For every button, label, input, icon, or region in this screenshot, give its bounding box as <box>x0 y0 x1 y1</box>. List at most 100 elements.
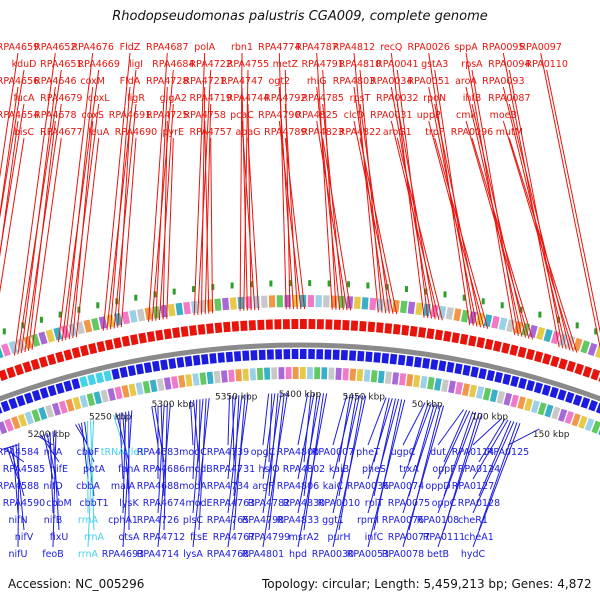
gene-label: cheA1 <box>464 532 494 543</box>
cog-reverse-block <box>591 420 600 434</box>
forward-cds-arrow <box>434 329 444 341</box>
cog-forward-block <box>445 307 454 320</box>
gene-label: modB <box>185 464 213 475</box>
gene-label: RPA0078 <box>382 549 424 560</box>
forward-cds-arrow <box>476 337 486 349</box>
gene-leader-line <box>157 404 165 514</box>
gene-leader-line <box>284 137 306 310</box>
cog-forward-block <box>323 295 330 308</box>
gene-label: cbbT1 <box>79 498 108 509</box>
cog-forward-block <box>400 300 408 314</box>
gc-marker <box>424 288 428 295</box>
reverse-cds-arrow <box>103 370 112 382</box>
cog-forward-block <box>338 295 346 309</box>
reverse-cds-arrow <box>55 382 65 394</box>
cog-reverse-block <box>135 382 144 395</box>
gene-label: leuA <box>88 127 110 138</box>
gene-leader-line <box>243 69 249 311</box>
forward-cds-arrow <box>590 368 600 381</box>
gene-label: RPA4693 <box>102 549 144 560</box>
gc-marker <box>443 291 447 298</box>
gene-label: kaiC <box>323 481 344 492</box>
gene-label: RPA4830 <box>283 498 325 509</box>
cog-reverse-block <box>370 370 378 383</box>
forward-cds-arrow <box>71 347 81 359</box>
reverse-cds-arrow <box>275 349 282 360</box>
cog-forward-block <box>53 327 63 341</box>
gene-leader-line <box>297 393 321 514</box>
gene-leader-line <box>471 137 534 340</box>
cog-forward-block <box>175 302 184 316</box>
cog-forward-block <box>23 336 33 350</box>
cog-reverse-block <box>178 375 186 388</box>
reverse-gene-labels: RPA4584 RPA4585 RPA4588 RPA4590 nifN nifV nifU… <box>0 447 529 560</box>
tick-label: 5400 kbp <box>279 390 322 400</box>
cog-reverse-block <box>278 367 285 380</box>
gene-label: hydC <box>461 549 486 560</box>
cog-reverse-block <box>163 377 172 390</box>
reverse-cds-arrow <box>39 387 49 399</box>
gene-label: RPA0077 <box>388 532 430 543</box>
gene-label: RPA4584 <box>0 447 39 458</box>
forward-cds-arrow <box>63 349 73 361</box>
gene-label: RPA4782 <box>248 498 290 509</box>
gene-leader-line <box>12 445 19 514</box>
cog-reverse-block <box>363 369 371 382</box>
gene-leader-line <box>402 405 445 548</box>
gene-leader-line <box>367 398 393 480</box>
gene-label: hslO <box>258 464 279 475</box>
gene-leader-line <box>390 120 440 320</box>
gene-label: RPA4768 <box>207 549 249 560</box>
gene-label: fahA <box>118 464 140 475</box>
reverse-cds-arrow <box>462 364 471 376</box>
gene-leader-line <box>508 137 578 353</box>
cog-reverse-block <box>314 367 321 380</box>
gene-label: RPA4799 <box>248 532 290 543</box>
gene-label: kduD <box>12 59 37 70</box>
forward-cds-arrow <box>308 319 316 330</box>
gene-label: RPA0124 <box>458 464 500 475</box>
cog-reverse-block <box>427 376 435 390</box>
reverse-cds-arrow <box>79 376 89 388</box>
gene-label: RPA4654 <box>0 110 39 121</box>
gene-leader-line <box>367 398 400 514</box>
gene-leader-line <box>367 399 406 548</box>
gene-label: RPA4669 <box>77 59 119 70</box>
forward-cds-arrow <box>265 319 273 330</box>
forward-cds-arrow <box>163 328 172 340</box>
cog-forward-block <box>407 301 416 315</box>
cog-reverse-block <box>578 415 588 429</box>
forward-cds-arrow <box>574 363 584 375</box>
reverse-cds-arrow <box>300 349 307 359</box>
reverse-cds-arrow <box>143 362 153 374</box>
reverse-cds-arrow <box>217 352 225 363</box>
reverse-cds-arrow <box>8 397 18 410</box>
gene-label: RPA0075 <box>388 498 430 509</box>
gc-marker <box>134 294 138 301</box>
gene-leader-line <box>148 52 168 322</box>
cog-forward-block <box>129 309 138 323</box>
gene-leader-line <box>232 395 235 463</box>
forward-cds-arrow <box>300 319 307 329</box>
forward-cds-arrow <box>342 320 350 331</box>
gene-leader-line <box>9 446 25 497</box>
cog-reverse-block <box>256 367 264 381</box>
gc-marker <box>594 328 598 335</box>
forward-cds-arrow <box>525 348 535 361</box>
cog-reverse-block <box>121 384 130 398</box>
forward-cds-arrow <box>138 332 147 344</box>
gene-label: lysA <box>183 549 203 560</box>
gene-label: RPA4801 <box>242 549 284 560</box>
scale-ticks: 5200 kbp 5250 kbp 5300 kbp 5350 kbp 5400 kbp… <box>28 390 570 440</box>
gene-label: nifA <box>44 447 63 458</box>
gene-label: cheR1 <box>458 515 488 526</box>
reverse-cds-arrow <box>258 349 266 360</box>
cog-forward-block <box>136 308 146 322</box>
forward-cds-arrow <box>155 329 164 341</box>
reverse-cds-arrow <box>242 350 250 361</box>
gene-label: nifB <box>44 515 63 526</box>
cog-reverse-block <box>434 378 442 391</box>
gene-label: RPA4803 <box>333 76 375 87</box>
gene-label: FldA <box>120 76 141 87</box>
